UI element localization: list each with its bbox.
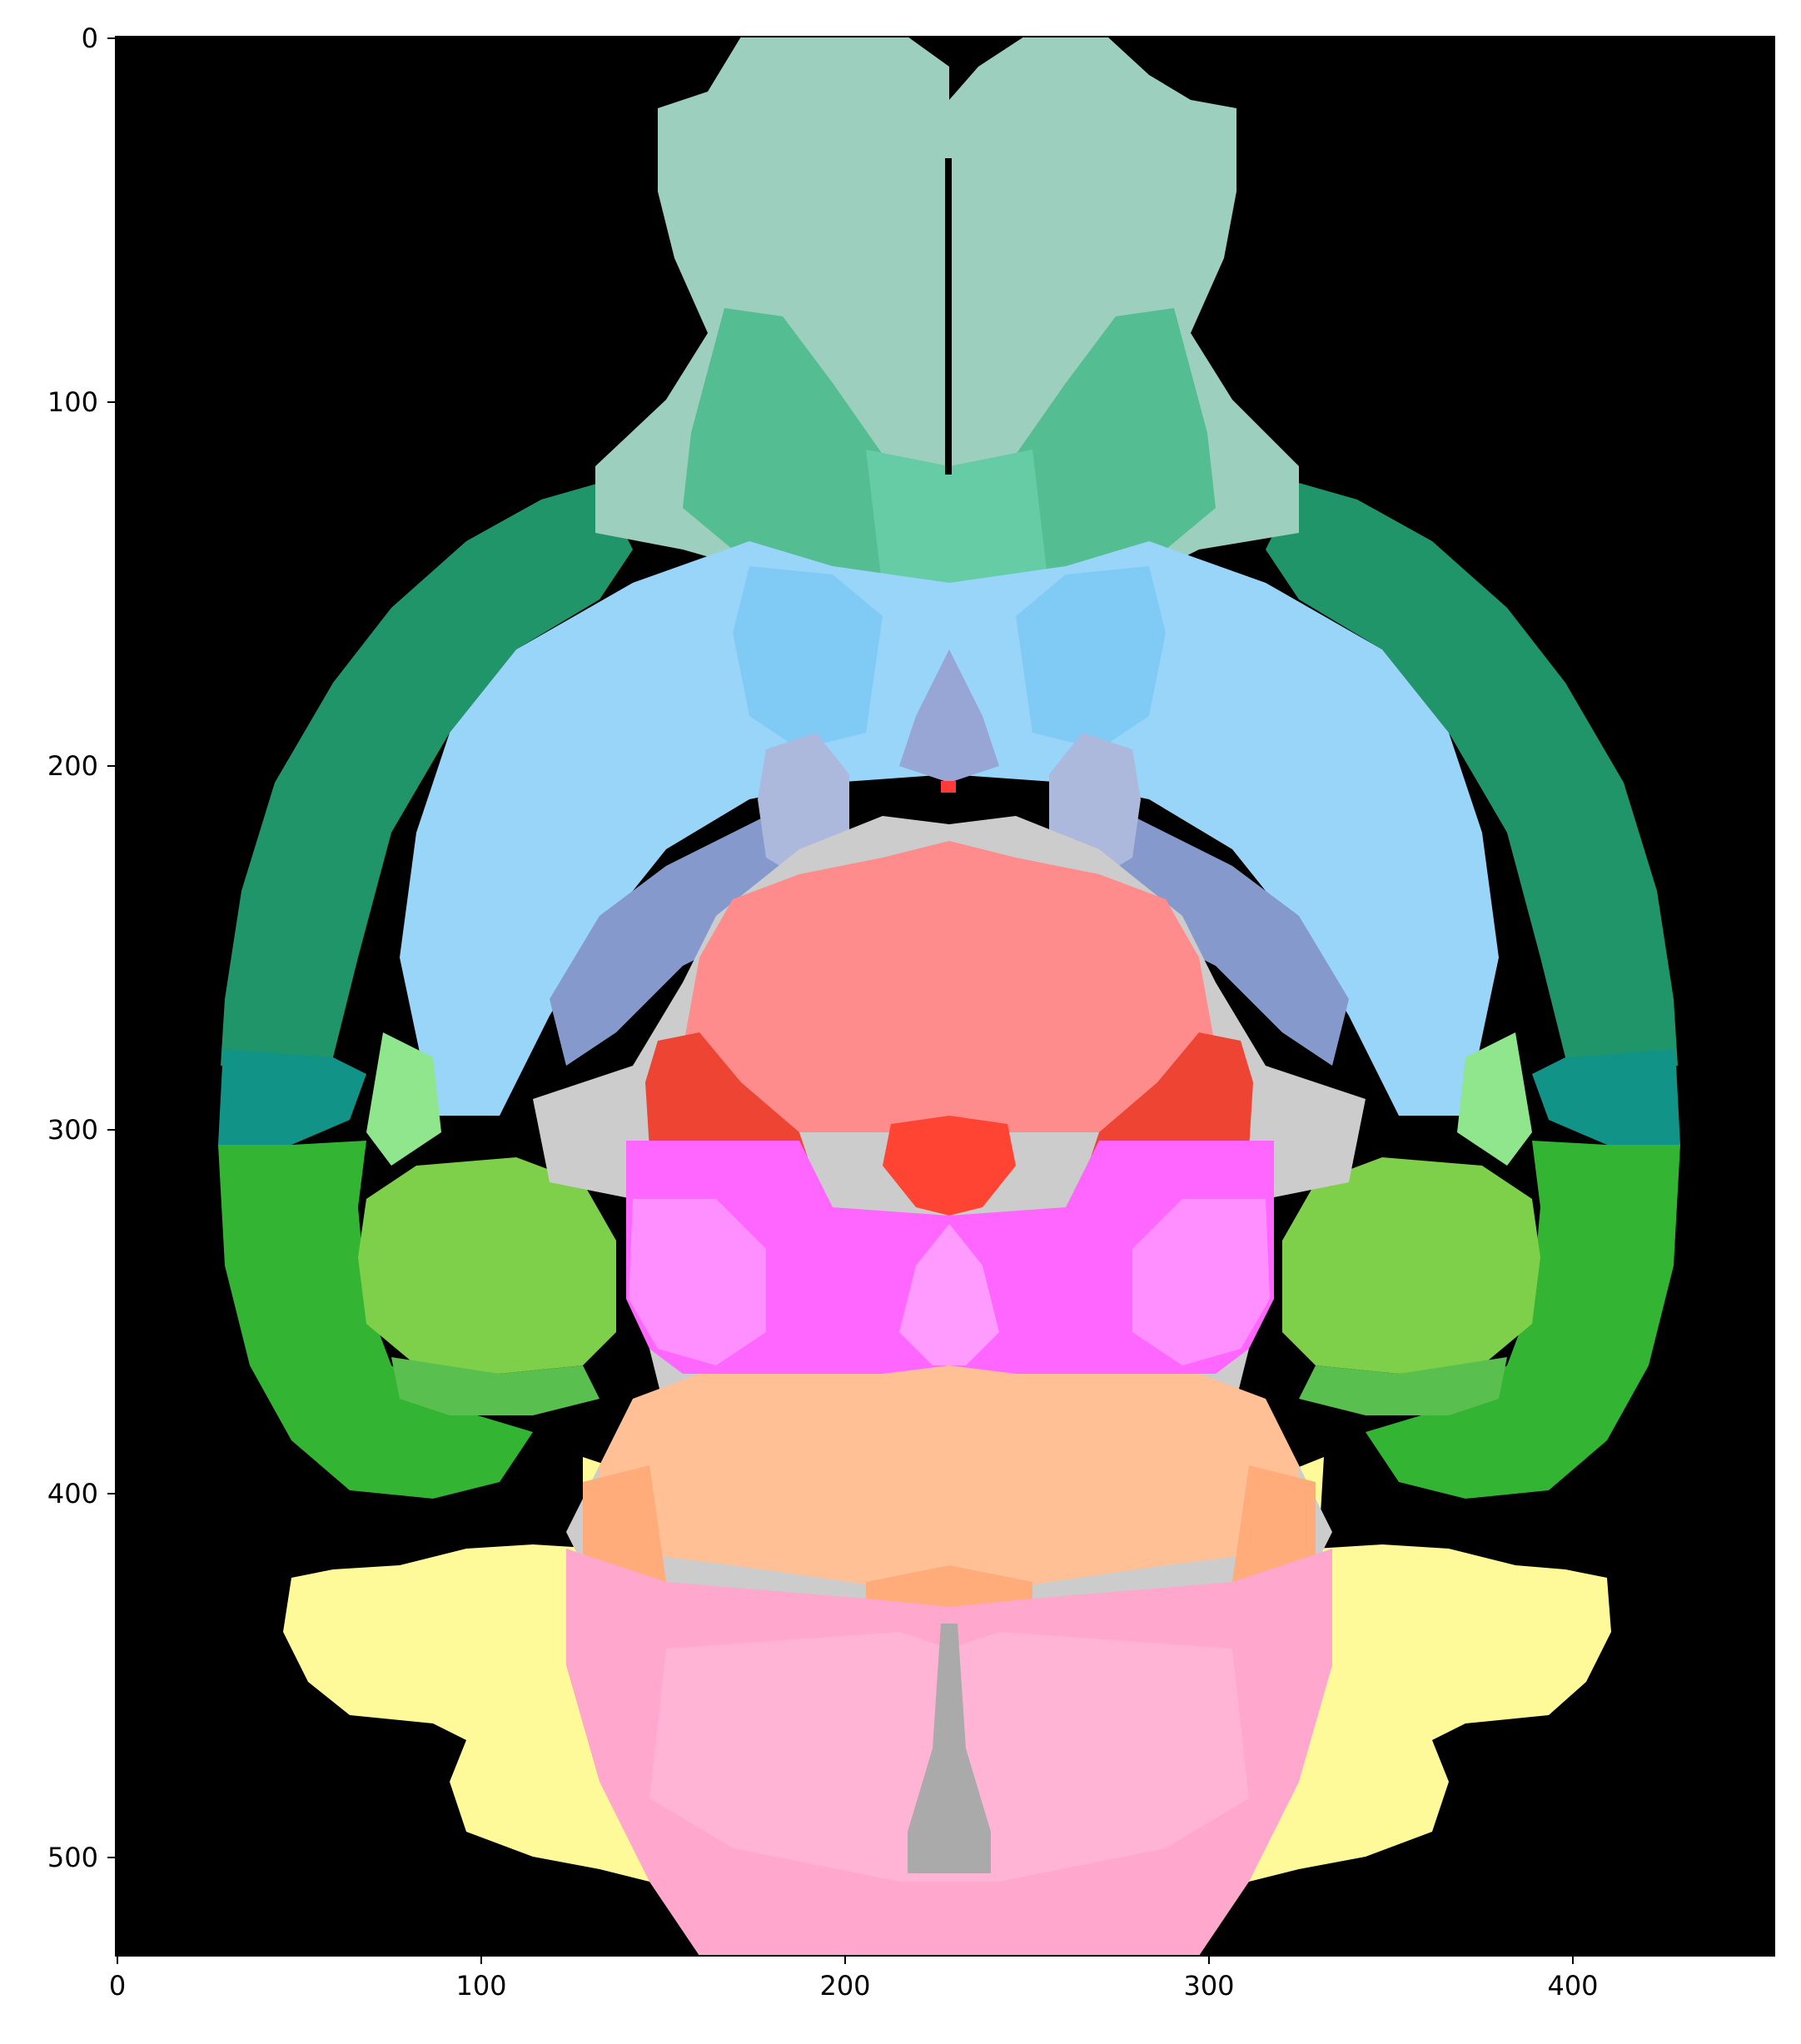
thalamus-center-red xyxy=(883,1116,1016,1216)
y-tick-label: 400 xyxy=(47,1478,98,1509)
hypothalamus-light-left xyxy=(629,1199,766,1365)
striatum-region xyxy=(400,541,1499,1116)
cerebellum-left-region xyxy=(283,1457,649,1882)
olfactory-dark-right xyxy=(999,308,1216,583)
y-tick-label: 300 xyxy=(47,1114,98,1146)
y-tick-label: 200 xyxy=(47,750,98,782)
y-axis: 0 100 200 300 400 500 xyxy=(47,22,116,1873)
hippocampus-right-lower xyxy=(1299,1357,1507,1415)
pallidum-right xyxy=(1049,799,1349,1066)
y-tick-label: 0 xyxy=(82,22,98,54)
x-axis: 0 100 200 300 400 xyxy=(109,1956,1599,2002)
thalamus-small-red xyxy=(941,781,956,793)
midbrain-region xyxy=(600,1365,1299,1599)
striatum-medial xyxy=(733,566,883,749)
x-tick-label: 0 xyxy=(109,1970,126,2002)
cortex-left-teal xyxy=(218,1049,366,1145)
axes-frame xyxy=(115,36,1775,1957)
x-tick-label: 100 xyxy=(455,1970,506,2002)
y-tick-label: 100 xyxy=(47,386,98,418)
cortex-left-lightgreen xyxy=(366,1032,441,1166)
thalamus-region xyxy=(683,841,1216,1132)
hippocampus-right xyxy=(1282,1157,1540,1374)
pallidum-left xyxy=(550,799,849,1066)
y-tick-label: 500 xyxy=(47,1842,98,1873)
hippocampus-left-lower xyxy=(391,1357,600,1415)
olfactory-medial xyxy=(866,450,1049,591)
x-tick-label: 200 xyxy=(819,1970,870,2002)
hippocampus-left xyxy=(358,1157,616,1374)
hypothalamus-light-right xyxy=(1132,1199,1270,1365)
cortex-right-lightgreen xyxy=(1457,1032,1532,1166)
cortex-left-dark xyxy=(221,483,633,1066)
ventricle-center xyxy=(908,1624,991,1873)
hypothalamus-medial xyxy=(899,1224,999,1365)
cortex-right-teal xyxy=(1532,1049,1680,1145)
atlas-image xyxy=(116,37,1774,1956)
cortex-right-dark xyxy=(1266,483,1678,1066)
pallidum-medial xyxy=(899,649,999,783)
striatum-medial-right xyxy=(1016,566,1166,749)
x-tick-label: 300 xyxy=(1183,1970,1234,2002)
midline-fissure xyxy=(945,158,952,475)
olfactory-dark-left xyxy=(683,308,899,583)
cerebellum-right-region xyxy=(1249,1457,1611,1882)
x-tick-label: 400 xyxy=(1547,1970,1598,2002)
